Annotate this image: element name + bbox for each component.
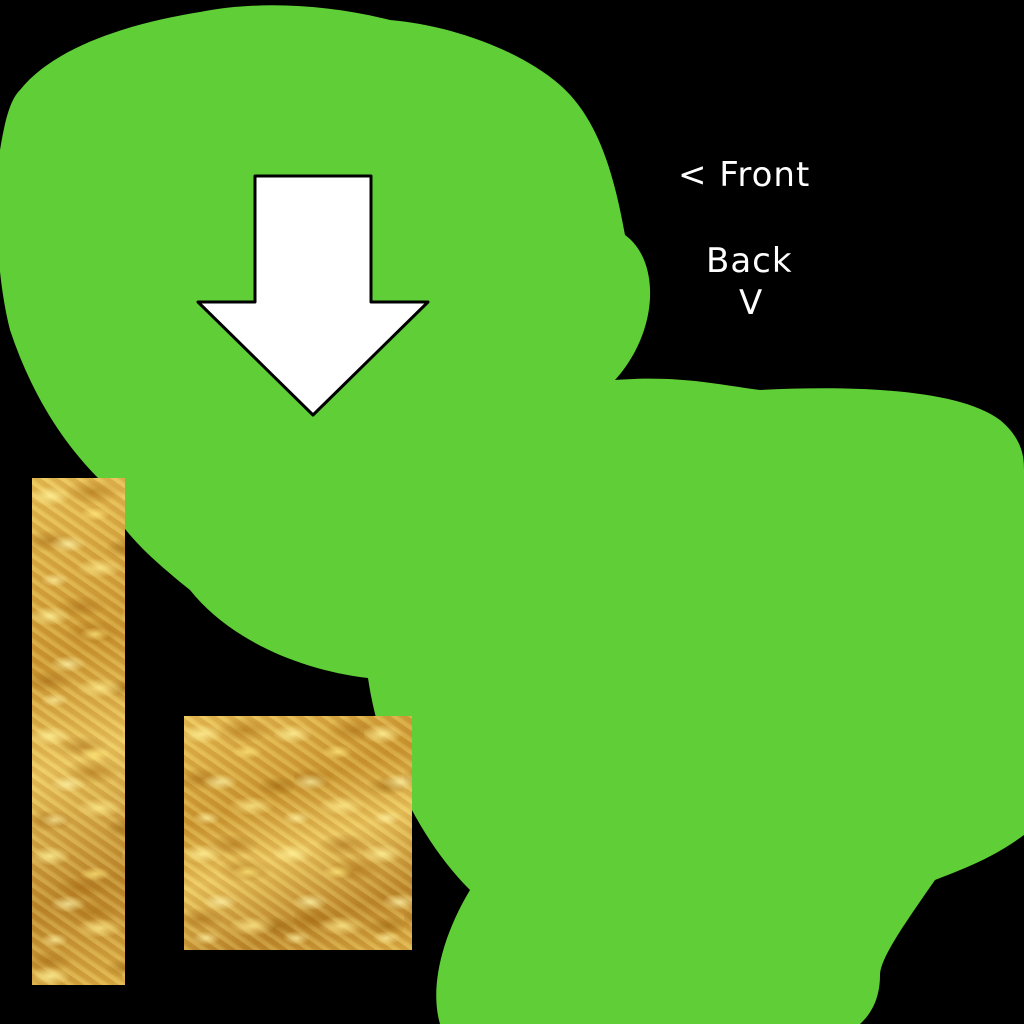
gold-bar-tall xyxy=(32,478,125,985)
front-label: < Front xyxy=(678,155,811,195)
back-label: Back xyxy=(706,241,793,281)
gold-block-square xyxy=(184,716,412,950)
down-arrow-icon xyxy=(196,174,430,417)
back-arrow-label: V xyxy=(739,283,764,323)
green-blob xyxy=(0,5,1024,1024)
